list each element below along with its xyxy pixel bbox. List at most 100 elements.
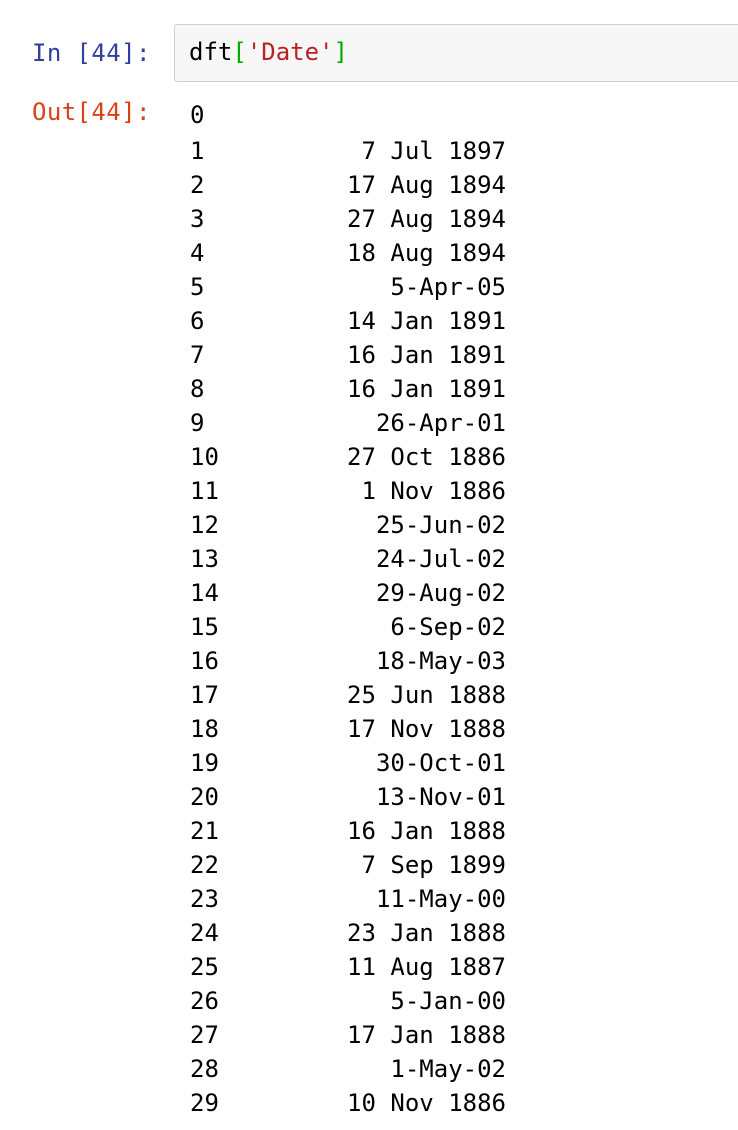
code-close-bracket: ] [333,38,348,66]
row-index: 0 [190,101,205,129]
row-value: 27 Oct 1886 [347,443,506,471]
row-value: 23 Jan 1888 [347,919,506,947]
output-row: 27 17 Jan 1888 [190,1018,520,1052]
output-row: 28 1-May-02 [190,1052,520,1086]
output-row: 21 16 Jan 1888 [190,814,520,848]
row-index: 25 [190,953,219,981]
row-value: 11 Aug 1887 [347,953,506,981]
row-value: 16 Jan 1888 [347,817,506,845]
row-value: 1-May-02 [390,1055,506,1083]
output-row: 14 29-Aug-02 [190,576,520,610]
output-row: 0 [190,98,520,134]
output-row: 4 18 Aug 1894 [190,236,520,270]
row-index: 12 [190,511,219,539]
output-row: 7 16 Jan 1891 [190,338,520,372]
output-row: 29 10 Nov 1886 [190,1086,520,1120]
code-variable: dft [189,38,233,66]
row-index: 5 [190,273,205,301]
row-index: 7 [190,341,205,369]
row-value: 6-Sep-02 [390,613,506,641]
row-value: 16 Jan 1891 [347,375,506,403]
input-cell: In [44]: dft['Date'] [0,20,738,86]
output-row: 18 17 Nov 1888 [190,712,520,746]
output-prompt: Out[44]: [32,98,151,126]
output-row: 24 23 Jan 1888 [190,916,520,950]
output-row: 15 6-Sep-02 [190,610,520,644]
row-index: 3 [190,205,205,233]
row-value: 26-Apr-01 [375,409,506,437]
row-value [260,98,506,134]
row-index: 9 [190,409,205,437]
row-index: 19 [190,749,219,777]
row-index: 10 [190,443,219,471]
row-value: 18-May-03 [375,647,506,675]
input-prompt: In [44]: [32,39,151,67]
output-row: 5 5-Apr-05 [190,270,520,304]
row-value: 30-Oct-01 [375,749,506,777]
output-row: 3 27 Aug 1894 [190,202,520,236]
row-index: 24 [190,919,219,947]
row-value: 29-Aug-02 [375,579,506,607]
row-index: 1 [190,137,205,165]
output-row: 8 16 Jan 1891 [190,372,520,406]
row-index: 22 [190,851,219,879]
row-value: 17 Aug 1894 [347,171,506,199]
output-row: 10 27 Oct 1886 [190,440,520,474]
row-value: 24-Jul-02 [375,545,506,573]
row-value: 7 Jul 1897 [361,137,507,165]
output-row: 23 11-May-00 [190,882,520,916]
row-index: 2 [190,171,205,199]
row-index: 14 [190,579,219,607]
output-row: 25 11 Aug 1887 [190,950,520,984]
row-index: 29 [190,1089,219,1117]
row-index: 4 [190,239,205,267]
row-value: 10 Nov 1886 [347,1089,506,1117]
output-row: 13 24-Jul-02 [190,542,520,576]
row-value: 25 Jun 1888 [347,681,506,709]
row-value: 18 Aug 1894 [347,239,506,267]
output-row: 6 14 Jan 1891 [190,304,520,338]
output-row: 26 5-Jan-00 [190,984,520,1018]
row-value: 17 Nov 1888 [347,715,506,743]
code-line[interactable]: dft['Date'] [189,38,348,66]
row-index: 23 [190,885,219,913]
row-index: 28 [190,1055,219,1083]
row-index: 16 [190,647,219,675]
output-row: 12 25-Jun-02 [190,508,520,542]
output-row: 17 25 Jun 1888 [190,678,520,712]
output-row: 22 7 Sep 1899 [190,848,520,882]
row-value: 27 Aug 1894 [347,205,506,233]
row-value: 14 Jan 1891 [347,307,506,335]
row-value: 5-Apr-05 [390,273,506,301]
row-value: 11-May-00 [375,885,506,913]
row-index: 8 [190,375,205,403]
row-index: 21 [190,817,219,845]
output-row: 2 17 Aug 1894 [190,168,520,202]
output-row: 19 30-Oct-01 [190,746,520,780]
row-index: 18 [190,715,219,743]
row-index: 27 [190,1021,219,1049]
output-row: 11 1 Nov 1886 [190,474,520,508]
output-row: 20 13-Nov-01 [190,780,520,814]
output-row: 9 26-Apr-01 [190,406,520,440]
row-value: 5-Jan-00 [390,987,506,1015]
row-index: 26 [190,987,219,1015]
output-row: 1 7 Jul 1897 [190,134,520,168]
code-string: 'Date' [246,38,334,66]
row-index: 15 [190,613,219,641]
output-area: 0 1 7 Jul 1897 2 17 Aug 1894 3 27 Aug 1894 4 18 … [190,98,520,1120]
row-index: 17 [190,681,219,709]
row-index: 6 [190,307,205,335]
code-open-bracket: [ [232,38,247,66]
row-value: 16 Jan 1891 [347,341,506,369]
row-value: 13-Nov-01 [375,783,506,811]
output-row: 16 18-May-03 [190,644,520,678]
row-index: 20 [190,783,219,811]
row-value: 17 Jan 1888 [347,1021,506,1049]
code-input-area[interactable]: dft['Date'] [174,24,738,82]
row-value: 7 Sep 1899 [361,851,507,879]
row-value: 25-Jun-02 [375,511,506,539]
row-value: 1 Nov 1886 [361,477,507,505]
row-index: 11 [190,477,219,505]
row-index: 13 [190,545,219,573]
